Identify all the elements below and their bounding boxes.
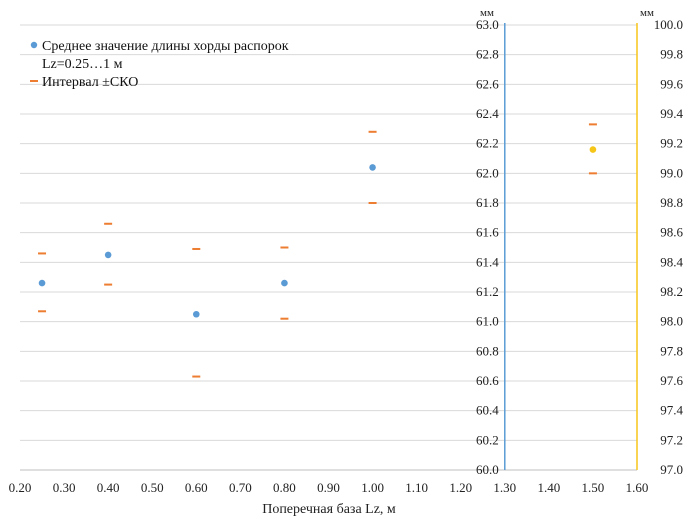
x-tick-label: 1.20 xyxy=(449,480,472,495)
x-tick-label: 1.30 xyxy=(493,480,516,495)
mean-point xyxy=(38,279,46,287)
interval-upper-mark xyxy=(588,123,597,126)
interval-lower-mark xyxy=(588,172,597,175)
left-axis-tick-label: 62.0 xyxy=(476,165,499,180)
right-axis-tick-label: 97.2 xyxy=(660,432,683,447)
left-axis-tick-label: 61.6 xyxy=(476,225,499,240)
right-axis-tick-label: 97.4 xyxy=(660,403,683,418)
right-axis-tick-label: 99.0 xyxy=(660,165,683,180)
grid-lines xyxy=(20,24,637,471)
x-tick-label: 1.60 xyxy=(626,480,649,495)
right-axis-point xyxy=(589,146,597,153)
right-axis-tick-label: 99.6 xyxy=(660,76,683,91)
right-axis-tick-label: 100.0 xyxy=(654,17,683,32)
x-tick-label: 0.60 xyxy=(185,480,208,495)
left-axis-tick-label: 60.0 xyxy=(476,462,499,477)
left-axis-tick-label: 62.8 xyxy=(476,47,499,62)
right-axis-tick-label: 97.6 xyxy=(660,373,683,388)
left-axis-tick-label: 61.4 xyxy=(476,254,499,269)
right-axis-tick-label: 98.8 xyxy=(660,195,683,210)
left-axis-tick-label: 62.2 xyxy=(476,136,499,151)
right-axis-tick-label: 99.8 xyxy=(660,47,683,62)
left-axis-tick-label: 62.6 xyxy=(476,76,499,91)
left-axis-tick-label: 60.6 xyxy=(476,373,499,388)
legend-label-interval: Интервал ±СКО xyxy=(42,75,138,90)
interval-upper-mark xyxy=(368,130,377,133)
interval-upper-mark xyxy=(280,246,289,249)
x-tick-label: 0.30 xyxy=(53,480,76,495)
x-tick-label: 1.00 xyxy=(361,480,384,495)
x-tick-label: 0.20 xyxy=(9,480,32,495)
x-tick-label: 1.10 xyxy=(405,480,428,495)
legend-label-mean-range: Lz=0.25…1 м xyxy=(42,57,123,72)
right-axis-tick-label: 98.6 xyxy=(660,225,683,240)
left-axis-tick-label: 60.8 xyxy=(476,343,499,358)
interval-upper-mark xyxy=(192,247,201,250)
right-axis-tick-label: 99.4 xyxy=(660,106,683,121)
left-axis-tick-label: 60.4 xyxy=(476,403,499,418)
interval-upper-mark xyxy=(38,252,47,255)
left-axis-tick-label: 63.0 xyxy=(476,17,499,32)
mean-point xyxy=(281,279,288,287)
x-tick-label: 1.40 xyxy=(537,480,560,495)
left-axis-tick-label: 60.2 xyxy=(476,432,499,447)
interval-upper-mark xyxy=(104,222,113,225)
interval-lower-mark xyxy=(368,202,377,204)
mean-point xyxy=(104,251,112,259)
left-axis-tick-label: 61.0 xyxy=(476,314,499,329)
right-axis-tick-label: 98.0 xyxy=(660,314,683,329)
legend-marker-interval xyxy=(30,80,38,82)
chart-marks xyxy=(38,123,597,378)
left-axis-unit: мм xyxy=(480,7,494,19)
interval-lower-mark xyxy=(104,283,113,286)
left-axis-tick-label: 61.2 xyxy=(476,284,499,299)
mean-point xyxy=(369,164,376,171)
right-axis-tick-label: 99.2 xyxy=(660,136,683,151)
left-axis-tick-label: 62.4 xyxy=(476,106,499,121)
x-tick-label: 0.40 xyxy=(97,480,120,495)
right-axis-tick-label: 97.8 xyxy=(660,343,683,358)
x-tick-label: 0.50 xyxy=(141,480,164,495)
x-axis-title: Поперечная база Lz, м xyxy=(262,502,396,517)
right-axis-tick-label: 98.2 xyxy=(660,284,683,299)
x-tick-label: 0.70 xyxy=(229,480,252,495)
interval-lower-mark xyxy=(280,317,289,320)
right-axis-tick-label: 98.4 xyxy=(660,254,683,269)
legend: Среднее значение длины хорды распорок Lz… xyxy=(30,39,289,90)
x-tick-label: 1.50 xyxy=(582,480,605,495)
left-axis-tick-label: 61.8 xyxy=(476,195,499,210)
mean-point xyxy=(192,310,200,318)
interval-lower-mark xyxy=(192,375,201,378)
axes: 0.20 0.30 0.40 0.50 0.60 0.70 0.80 0.90 1.00 1.10… xyxy=(9,17,684,495)
legend-marker-mean xyxy=(30,41,38,49)
right-axis-unit: мм xyxy=(640,7,654,19)
interval-lower-mark xyxy=(38,310,47,313)
legend-label-mean: Среднее значение длины хорды распорок xyxy=(42,39,289,54)
x-tick-label: 0.90 xyxy=(317,480,340,495)
x-tick-label: 0.80 xyxy=(273,480,296,495)
right-axis-tick-label: 97.0 xyxy=(660,462,683,477)
